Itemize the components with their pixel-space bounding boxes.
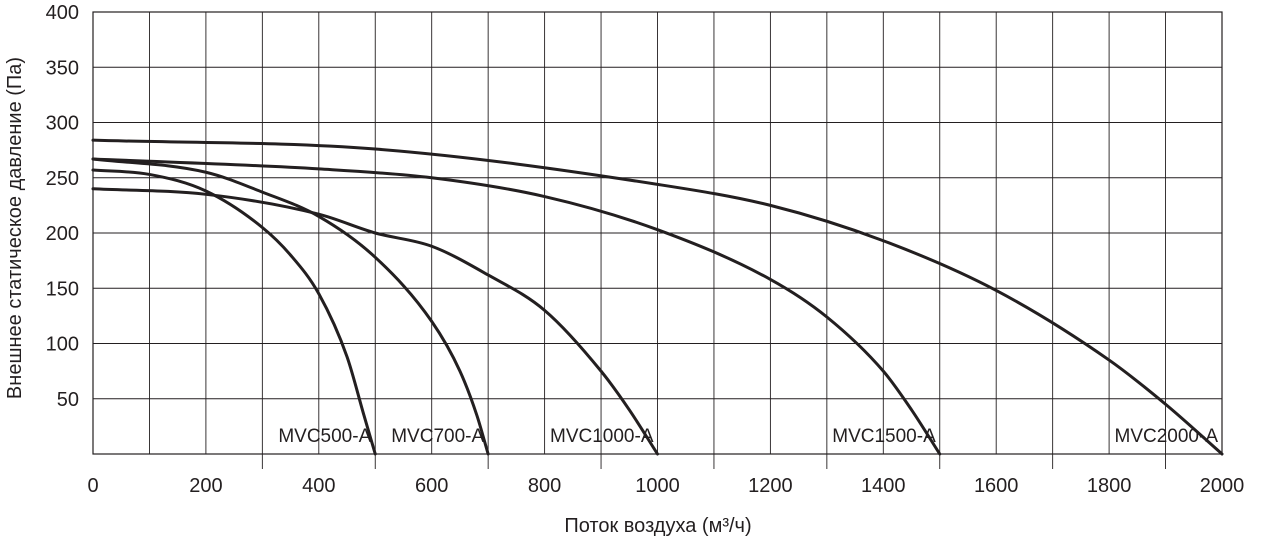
y-tick-label: 300 bbox=[46, 113, 79, 135]
y-tick-label: 100 bbox=[46, 334, 79, 356]
y-tick-label: 350 bbox=[46, 57, 79, 79]
series-line-mvc2000-a bbox=[91, 138, 1224, 456]
series-label-mvc500-a: MVC500-A bbox=[278, 426, 371, 447]
x-tick-label: 1000 bbox=[635, 475, 680, 497]
y-tick-labels: 50 100 150 200 250 300 350 400 bbox=[46, 2, 79, 411]
series-labels: MVC500-A MVC700-A MVC1000-A MVC1500-A MVC200… bbox=[278, 426, 1218, 447]
series-label-mvc1000-a: MVC1000-A bbox=[550, 426, 654, 447]
y-tick-label: 200 bbox=[46, 223, 79, 245]
y-axis-title: Внешнее статическое давление (Па) bbox=[4, 57, 26, 399]
x-tick-label: 1400 bbox=[861, 475, 906, 497]
series-line-mvc500-a bbox=[91, 168, 377, 456]
y-tick-label: 400 bbox=[46, 2, 79, 24]
x-tick-label: 2000 bbox=[1200, 475, 1245, 497]
y-tick-label: 50 bbox=[57, 389, 79, 411]
x-axis-title: Поток воздуха (м³/ч) bbox=[564, 515, 751, 537]
horizontal-gridlines bbox=[93, 66, 1222, 400]
x-tick-labels: 0 200 400 600 800 1000 1200 1400 1600 1800 2000 bbox=[87, 475, 1244, 497]
x-tick-label: 1600 bbox=[974, 475, 1019, 497]
x-tick-label: 400 bbox=[302, 475, 335, 497]
series-curves bbox=[91, 138, 1224, 456]
x-tick-label: 1200 bbox=[748, 475, 793, 497]
x-tick-label: 0 bbox=[87, 475, 98, 497]
x-tick-label: 1800 bbox=[1087, 475, 1132, 497]
series-line-mvc700-a bbox=[91, 157, 490, 456]
series-label-mvc700-a: MVC700-A bbox=[391, 426, 484, 447]
series-label-mvc1500-a: MVC1500-A bbox=[832, 426, 936, 447]
series-line-mvc1000-a bbox=[91, 187, 659, 456]
x-tick-label: 800 bbox=[528, 475, 561, 497]
y-tick-label: 250 bbox=[46, 168, 79, 190]
series-label-mvc2000-a: MVC2000-A bbox=[1115, 426, 1219, 447]
vertical-gridlines bbox=[148, 12, 1167, 469]
y-tick-label: 150 bbox=[46, 278, 79, 300]
series-line-mvc1500-a bbox=[91, 157, 942, 456]
x-tick-label: 200 bbox=[189, 475, 222, 497]
x-tick-label: 600 bbox=[415, 475, 448, 497]
